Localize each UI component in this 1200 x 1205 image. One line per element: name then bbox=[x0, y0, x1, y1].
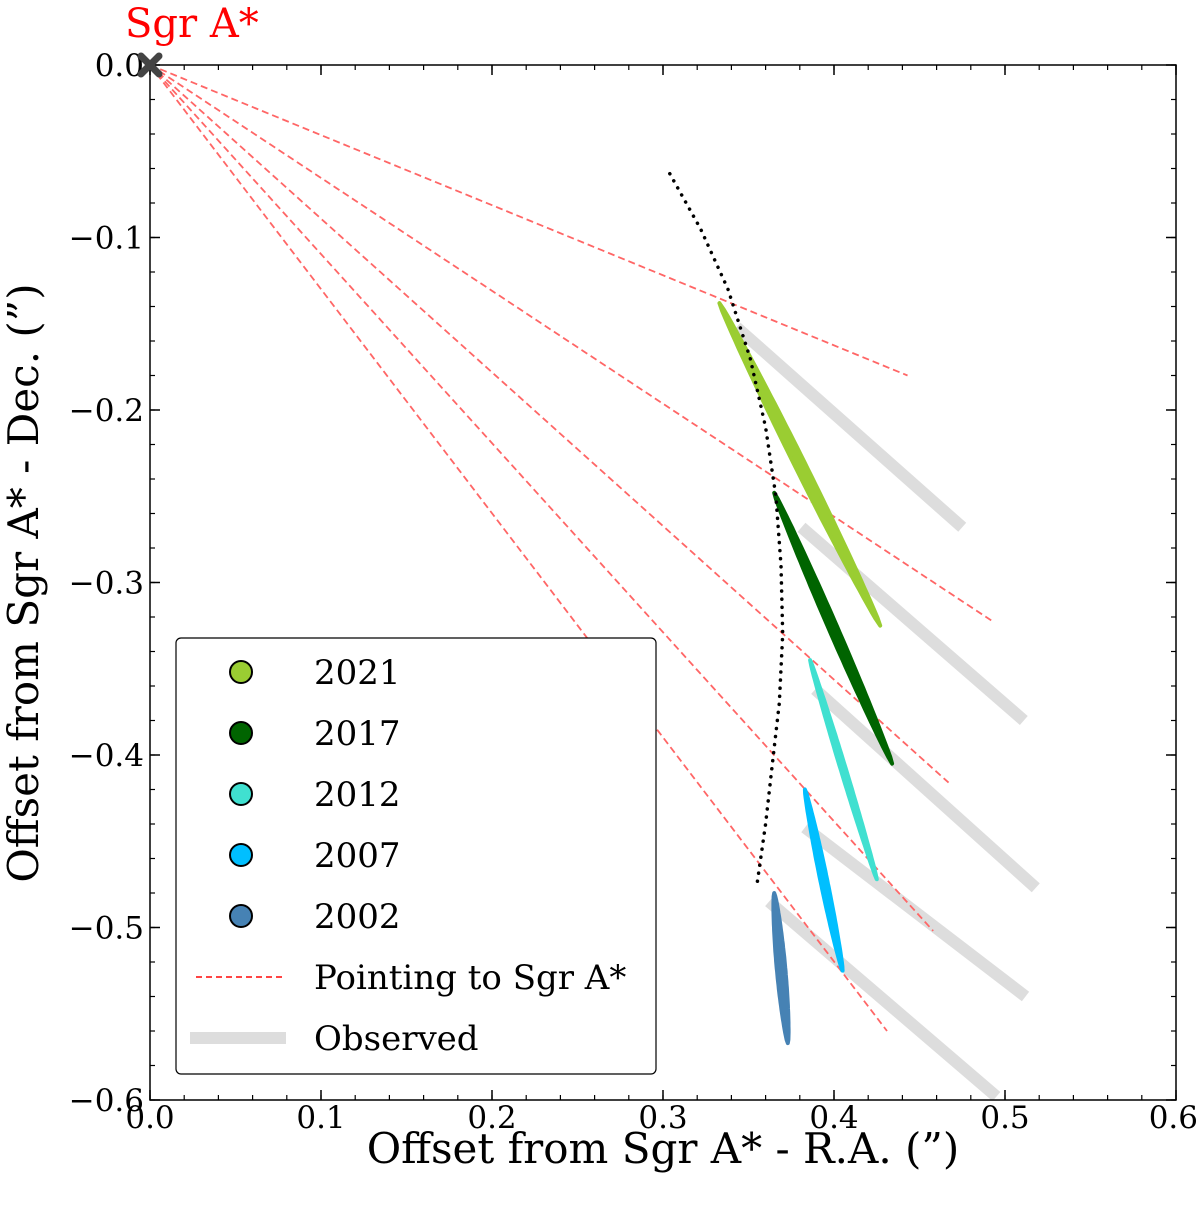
x-tick-label: 0.0 bbox=[125, 1100, 174, 1136]
observed-segment bbox=[801, 822, 1030, 1002]
pointing-line bbox=[150, 65, 888, 1032]
x-tick-label: 0.5 bbox=[980, 1100, 1029, 1136]
x-tick-label: 0.2 bbox=[467, 1100, 516, 1136]
series-cloud-2017 bbox=[772, 490, 895, 766]
observed-segment bbox=[765, 897, 1001, 1100]
pointing-line bbox=[150, 65, 950, 784]
legend-label: Pointing to Sgr A* bbox=[314, 958, 626, 998]
x-tick-label: 0.4 bbox=[809, 1100, 858, 1136]
series-2012 bbox=[808, 658, 879, 882]
series-cloud-2012 bbox=[808, 658, 879, 882]
legend-item-3: 2007 bbox=[229, 836, 401, 876]
series-2021 bbox=[717, 301, 883, 628]
y-tick-label: −0.4 bbox=[69, 738, 144, 774]
legend-label: 2007 bbox=[314, 836, 401, 876]
x-tick-label: 0.3 bbox=[638, 1100, 687, 1136]
sgr-a-marker bbox=[137, 52, 163, 78]
legend-item-5: Pointing to Sgr A* bbox=[196, 958, 626, 998]
y-axis-label: Offset from Sgr A* - Dec. (”) bbox=[0, 283, 48, 882]
series-2002 bbox=[771, 891, 791, 1046]
y-tick-label: −0.6 bbox=[69, 1083, 144, 1119]
y-tick-label: −0.1 bbox=[69, 221, 144, 257]
y-tick-label: −0.3 bbox=[69, 566, 144, 602]
pointing-line bbox=[150, 65, 908, 377]
series-2007 bbox=[802, 787, 845, 973]
legend-item-2: 2012 bbox=[229, 775, 401, 815]
legend-item-4: 2002 bbox=[229, 897, 401, 937]
legend-marker-circle bbox=[229, 782, 253, 806]
legend-marker-circle bbox=[229, 721, 253, 745]
x-axis-label: Offset from Sgr A* - R.A. (”) bbox=[367, 1124, 960, 1173]
series-cloud-2021 bbox=[717, 301, 883, 628]
pointing-line bbox=[150, 65, 992, 622]
pointing-lines bbox=[150, 65, 992, 1032]
series-cloud-2002 bbox=[771, 891, 791, 1046]
observed-segments bbox=[732, 322, 1040, 1100]
observed-segment bbox=[811, 684, 1040, 893]
legend-marker-circle bbox=[229, 843, 253, 867]
observed-segment bbox=[797, 522, 1028, 726]
origin-marker bbox=[137, 52, 163, 78]
y-tick-label: −0.5 bbox=[69, 911, 144, 947]
legend-label: 2021 bbox=[314, 653, 401, 693]
sgr-a-annotation: Sgr A* bbox=[125, 1, 259, 47]
legend-label: Observed bbox=[314, 1019, 479, 1059]
legend-item-1: 2017 bbox=[229, 714, 401, 754]
series-2017 bbox=[772, 490, 895, 766]
y-tick-label: 0.0 bbox=[95, 48, 144, 84]
observed-segment bbox=[732, 322, 967, 532]
legend-label: 2012 bbox=[314, 775, 401, 815]
legend-label: 2017 bbox=[314, 714, 401, 754]
legend-marker-circle bbox=[229, 660, 253, 684]
x-tick-label: 0.6 bbox=[1149, 1100, 1198, 1136]
pointing-line bbox=[150, 65, 934, 932]
legend: 2021 2017 2012 2007 2002 Pointing to Sgr A* Ob… bbox=[175, 637, 657, 1075]
legend-item-6: Observed bbox=[190, 1019, 479, 1059]
legend-label: 2002 bbox=[314, 897, 401, 937]
y-tick-label: −0.2 bbox=[69, 393, 144, 429]
data-series bbox=[717, 301, 895, 1046]
legend-box bbox=[175, 637, 657, 1075]
series-cloud-2007 bbox=[802, 787, 845, 973]
legend-marker-circle bbox=[229, 904, 253, 928]
legend-item-0: 2021 bbox=[229, 653, 401, 693]
axis-ticks: 0.0 0.1 0.2 0.3 0.4 0.5 0.6 0.0 −0.1 −0.2 −0.3 −0.4… bbox=[69, 48, 1198, 1136]
x-tick-label: 0.1 bbox=[296, 1100, 345, 1136]
